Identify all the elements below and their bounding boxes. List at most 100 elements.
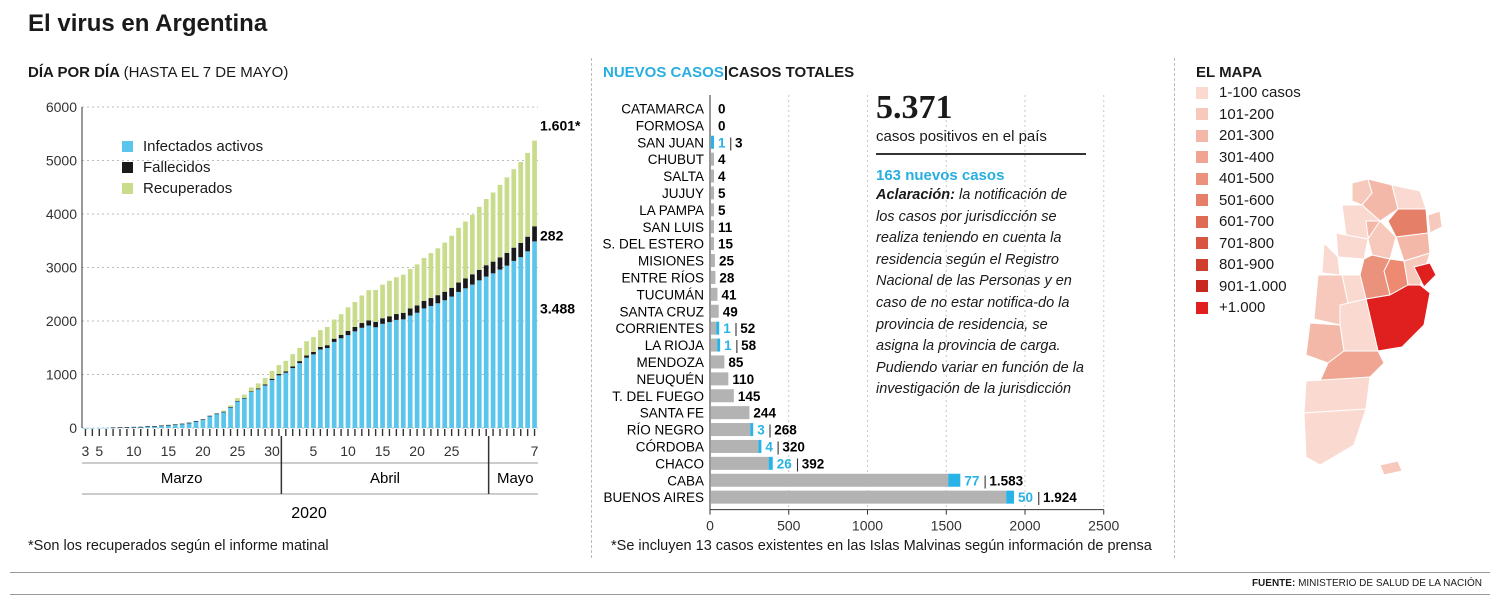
province-label: CHUBUT <box>648 152 704 167</box>
total-bar <box>711 372 729 386</box>
map-legend-label: 901-1.000 <box>1219 277 1287 295</box>
bar-segment <box>359 295 365 324</box>
map-legend-label: 401-500 <box>1219 170 1275 188</box>
bar-segment <box>221 411 226 428</box>
total-value-label: 0 <box>718 101 726 116</box>
total-value-label: 110 <box>732 372 754 387</box>
bar-segment <box>214 413 220 415</box>
province-label: CATAMARCA <box>621 101 704 116</box>
total-bar <box>711 389 734 403</box>
bar-segment <box>228 407 233 428</box>
map-legend-swatch <box>1196 215 1208 228</box>
bar-segment <box>490 192 496 262</box>
bar-segment <box>504 265 510 428</box>
bar-segment <box>338 314 344 335</box>
new-value-label: 3 <box>757 423 765 438</box>
x-tick-label: 2500 <box>1088 518 1119 534</box>
province-label: RÍO NEGRO <box>627 423 704 438</box>
bar-segment <box>352 301 358 327</box>
bar-segment <box>435 303 441 428</box>
bar-segment <box>380 284 385 319</box>
bar-segment <box>525 236 530 252</box>
value-separator: | <box>768 423 772 438</box>
x-tick-label: 25 <box>444 443 460 459</box>
total-value-label: 15 <box>718 237 734 252</box>
bar-segment <box>145 426 150 428</box>
total-bar <box>711 152 714 166</box>
year-label: 2020 <box>291 505 327 522</box>
bar-segment <box>152 426 157 427</box>
total-bar <box>711 439 759 453</box>
bar-segment <box>304 357 309 428</box>
bar-segment <box>449 296 454 428</box>
bar-segment <box>235 398 240 401</box>
total-value-label: 28 <box>719 270 735 285</box>
bar-segment <box>83 427 88 429</box>
y-tick-label: 5000 <box>46 153 77 169</box>
bar-segment <box>373 321 378 328</box>
bar-segment <box>511 169 517 248</box>
dead-end-label: 282 <box>540 227 564 243</box>
x-tick-label: 15 <box>161 443 177 459</box>
total-value-label: 320 <box>782 439 805 454</box>
legend-recovered-label: Recuperados <box>143 180 233 197</box>
bar-segment <box>435 248 441 296</box>
map-legend-label: 801-900 <box>1219 256 1275 274</box>
bar-segment <box>304 341 309 356</box>
bar-segment <box>193 421 199 428</box>
province-label: MISIONES <box>638 254 704 269</box>
bar-segment <box>159 425 164 427</box>
total-bar <box>711 186 714 200</box>
bar-segment <box>131 426 137 428</box>
bar-segment <box>387 316 392 323</box>
bar-segment <box>352 331 358 428</box>
total-bar <box>711 287 718 301</box>
new-bar <box>716 321 720 335</box>
total-number: 5.371 <box>876 89 953 126</box>
daily-footnote: *Son los recuperados según el informe ma… <box>28 538 329 554</box>
province-label: CABA <box>667 473 704 488</box>
bar-segment <box>504 252 510 266</box>
bar-segment <box>276 374 282 376</box>
province-label: FORMOSA <box>636 118 704 133</box>
bar-segment <box>497 257 503 270</box>
total-value-label: 4 <box>718 152 726 167</box>
map-legend-item: 601-700 <box>1196 211 1301 233</box>
bar-segment <box>297 361 302 364</box>
bar-segment <box>221 411 226 413</box>
month-label: Mayo <box>497 470 534 487</box>
dead-swatch <box>122 162 133 173</box>
bar-segment <box>449 287 454 297</box>
bar-segment <box>228 407 233 408</box>
bar-segment <box>318 349 323 428</box>
month-label: Abril <box>370 470 400 487</box>
province-label: JUJUY <box>662 186 704 201</box>
new-value-label: 50 <box>1018 490 1033 505</box>
map-legend-item: 1-100 casos <box>1196 82 1301 104</box>
bar-segment <box>283 371 289 373</box>
province-label: SAN JUAN <box>637 135 704 150</box>
x-tick-label: 1500 <box>931 518 962 534</box>
map-legend-label: +1.000 <box>1219 299 1266 317</box>
bar-segment <box>262 384 268 386</box>
bar-segment <box>200 419 206 420</box>
map-legend-item: 201-300 <box>1196 125 1301 147</box>
map-legend-item: 301-400 <box>1196 147 1301 169</box>
bar-segment <box>421 308 427 428</box>
map-chubut <box>1303 376 1371 414</box>
bar-segment <box>380 323 385 428</box>
map-legend-item: 901-1.000 <box>1196 276 1301 298</box>
new-cases-count: 163 nuevos casos <box>876 167 1005 184</box>
map-heading: EL MAPA <box>1196 64 1263 81</box>
map-caba <box>1413 262 1437 288</box>
bar-segment <box>483 276 489 428</box>
legend-dead-label: Fallecidos <box>143 159 211 176</box>
footer-rule-bottom <box>10 594 1490 595</box>
bar-segment <box>456 291 461 428</box>
bar-segment <box>449 235 454 288</box>
province-label: CORRIENTES <box>615 321 704 336</box>
bar-segment <box>497 184 503 258</box>
x-tick-label: 0 <box>706 518 714 534</box>
bar-segment <box>311 337 316 352</box>
total-bar <box>711 237 714 251</box>
